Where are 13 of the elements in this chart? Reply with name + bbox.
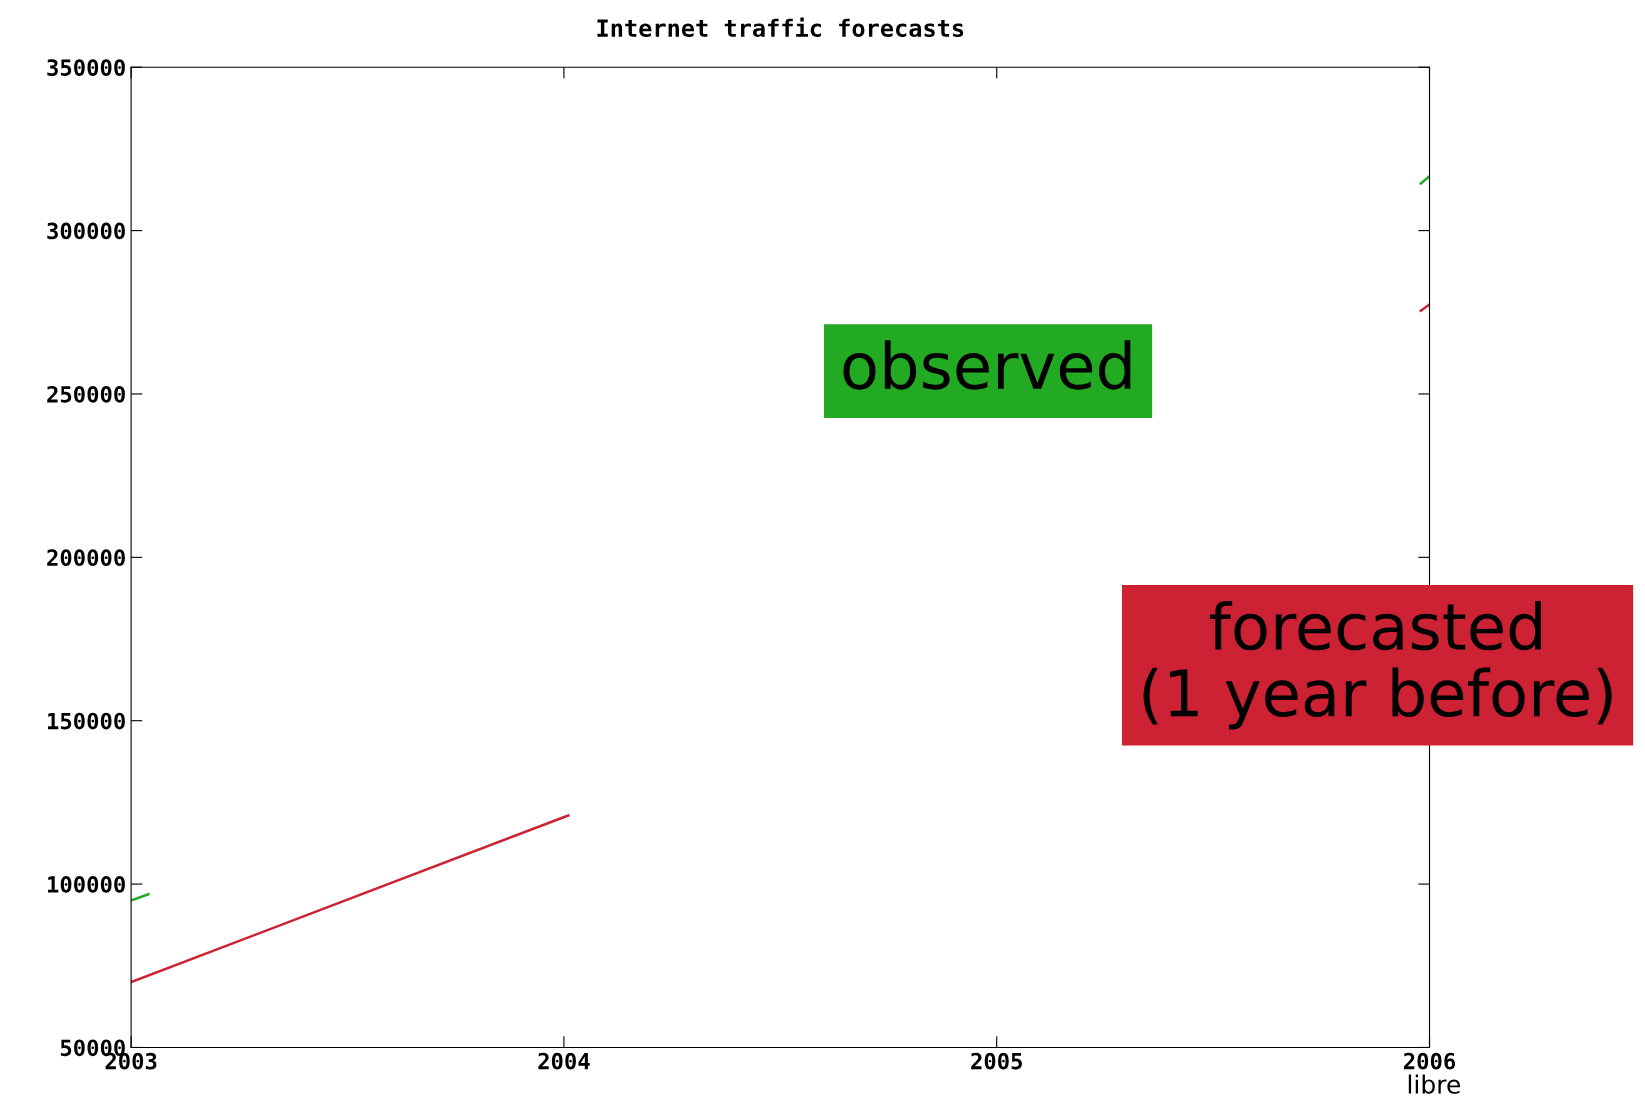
y-tick-label: 350000 bbox=[47, 59, 125, 76]
y-tick-label: 100000 bbox=[48, 876, 125, 893]
text: observed bbox=[843, 340, 1131, 390]
y-tick-label: 150000 bbox=[48, 712, 125, 730]
y-tick-label: 300000 bbox=[47, 222, 125, 240]
x-tick-label: 2006 bbox=[1403, 1052, 1456, 1070]
text: libre bbox=[1408, 1074, 1460, 1094]
y-tick-label: 200000 bbox=[47, 549, 125, 567]
x-tick-label: 2004 bbox=[538, 1052, 590, 1070]
text: forecasted (1 year before) bbox=[1143, 600, 1612, 730]
chart-title: Internet traffic forecasts bbox=[597, 17, 964, 37]
y-tick-label: 250000 bbox=[47, 385, 125, 403]
x-tick-label: 2005 bbox=[971, 1052, 1022, 1070]
